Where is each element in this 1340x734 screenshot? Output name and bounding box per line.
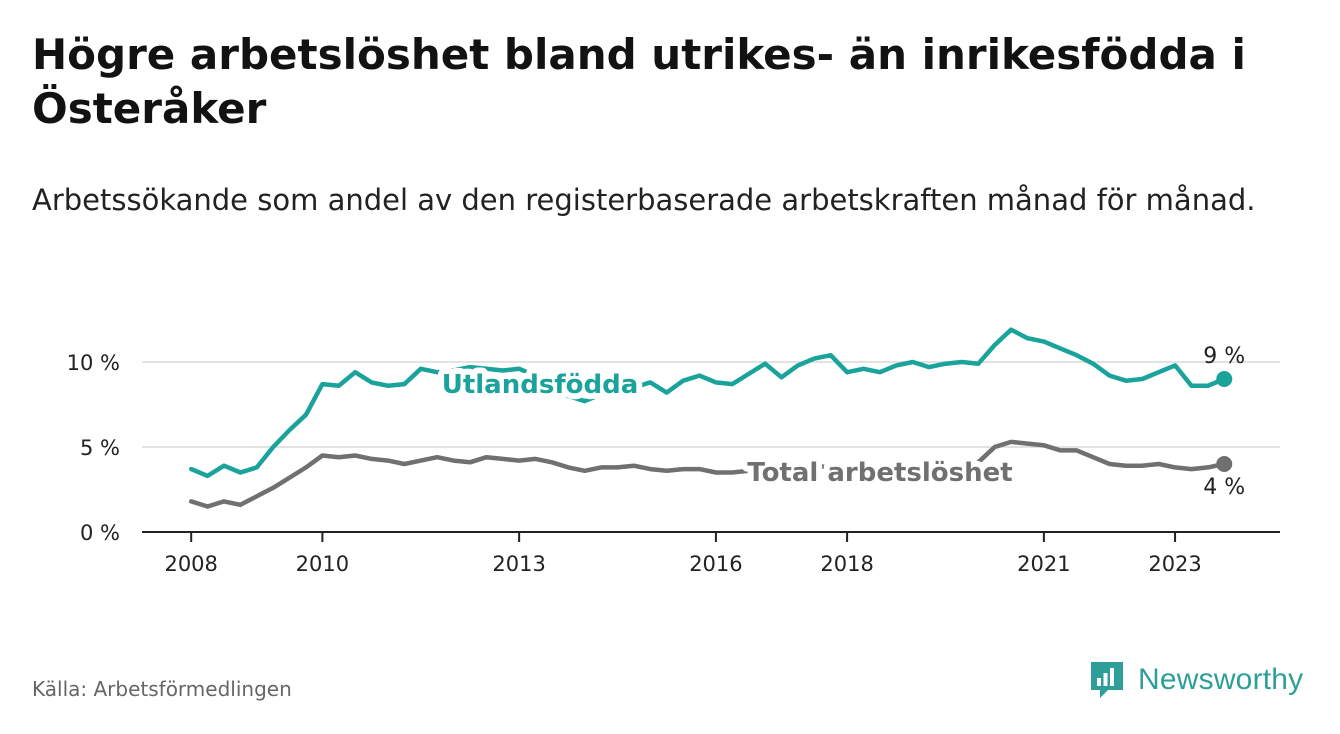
gridlines: 0 % 5 % 10 % xyxy=(67,351,1280,545)
x-tick-label: 2021 xyxy=(1017,552,1070,576)
y-tick-label: 0 % xyxy=(80,521,120,545)
x-tick-label: 2023 xyxy=(1148,552,1201,576)
series-end-point xyxy=(1216,456,1233,472)
x-tick-label: 2016 xyxy=(689,552,742,576)
x-tick-label: 2008 xyxy=(164,552,217,576)
series-lines xyxy=(188,327,1233,509)
brand-logo[interactable]: Newsworthy xyxy=(1088,659,1303,701)
brand-name: Newsworthy xyxy=(1138,663,1304,696)
x-tick-label: 2018 xyxy=(820,552,873,576)
series-end-point xyxy=(1216,371,1233,387)
series-end-value-label: 4 % xyxy=(1203,475,1245,500)
series-line-utlandsfodda xyxy=(188,327,1227,479)
x-axis: 2008 2010 2013 2016 2018 2021 2023 xyxy=(142,531,1280,576)
series-end-value-label: 9 % xyxy=(1203,344,1245,369)
series-labels: Utlandsfödda Total arbetslöshet 9 % 4 % xyxy=(436,344,1245,500)
x-tick-label: 2010 xyxy=(296,552,349,576)
series-name-label: Total arbetslöshet xyxy=(747,458,1012,488)
y-tick-label: 5 % xyxy=(80,436,120,460)
newsworthy-icon xyxy=(1091,662,1123,698)
chart-title: Högre arbetslöshet bland utrikes- än inr… xyxy=(32,30,1246,133)
series-name-label: Utlandsfödda xyxy=(442,370,639,400)
chart-subtitle: Arbetssökande som andel av den registerb… xyxy=(32,183,1256,217)
source-note: Källa: Arbetsförmedlingen xyxy=(32,677,292,701)
x-tick-label: 2013 xyxy=(492,552,545,576)
y-tick-label: 10 % xyxy=(67,351,120,375)
series-line-total xyxy=(188,439,1227,509)
